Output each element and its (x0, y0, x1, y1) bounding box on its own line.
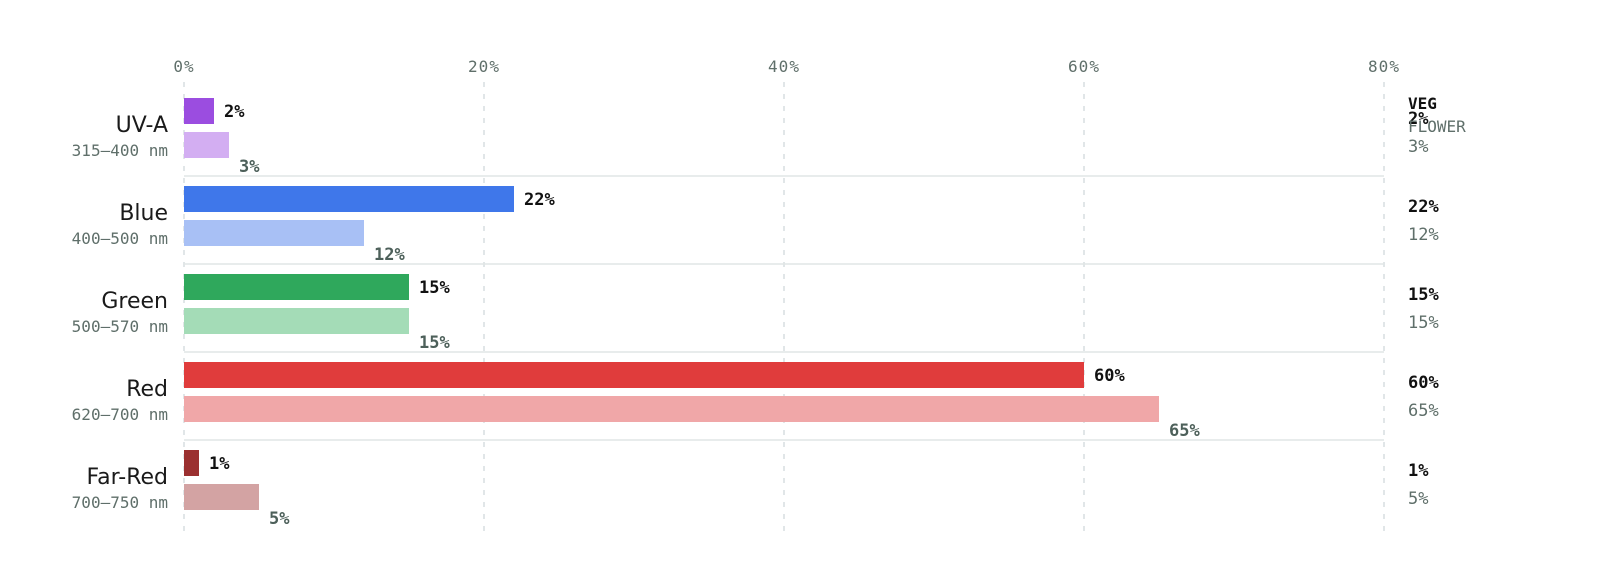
row-blue: Blue 400–500 nm 22% 12% (72, 186, 555, 265)
side-value-veg: 1% (1408, 461, 1429, 481)
bar-flower (184, 220, 364, 246)
side-value-veg: 2% (1408, 109, 1429, 129)
row-green: Green 500–570 nm 15% 15% (72, 274, 450, 353)
bar-flower (184, 308, 409, 334)
wavelength-range: 700–750 nm (72, 493, 168, 512)
x-axis-ticks: 0% 20% 40% 60% 80% (173, 57, 1400, 76)
wavelength-range: 400–500 nm (72, 229, 168, 248)
value-label-flower: 65% (1169, 421, 1200, 441)
x-tick-label: 0% (173, 57, 194, 76)
side-value-flower: 15% (1408, 313, 1439, 333)
wavelength-range: 315–400 nm (72, 141, 168, 160)
bar-veg (184, 98, 214, 124)
x-tick-label: 20% (468, 57, 500, 76)
value-label-veg: 15% (419, 278, 450, 298)
grid-lines (183, 82, 1385, 532)
legend-flower: FLOWER (1408, 117, 1466, 136)
wavelength-range: 500–570 nm (72, 317, 168, 336)
x-tick-label: 60% (1068, 57, 1100, 76)
side-value-veg: 22% (1408, 197, 1439, 217)
value-label-veg: 2% (224, 102, 245, 122)
side-value-column: 2% 3% 22% 12% 15% 15% 60% 65% 1% 5% VEG FLOWER (1408, 94, 1466, 509)
bar-veg (184, 186, 514, 212)
bar-veg (184, 274, 409, 300)
x-tick-label: 80% (1368, 57, 1400, 76)
value-label-flower: 12% (374, 245, 405, 265)
value-label-flower: 3% (239, 157, 260, 177)
row-far-red: Far-Red 700–750 nm 1% 5% (72, 450, 290, 529)
row-red: Red 620–700 nm 60% 65% (72, 362, 1200, 441)
side-value-veg: 60% (1408, 373, 1439, 393)
x-tick-label: 40% (768, 57, 800, 76)
side-value-flower: 12% (1408, 225, 1439, 245)
category-label: Blue (119, 201, 168, 226)
value-label-veg: 1% (209, 454, 230, 474)
legend-veg: VEG (1408, 94, 1437, 113)
category-label: Red (126, 377, 168, 402)
category-rows: UV-A 315–400 nm 2% 3% Blue 400–500 nm 22% 12% Gr… (72, 98, 1200, 529)
bar-veg (184, 362, 1084, 388)
bar-flower (184, 484, 259, 510)
category-label: Green (101, 289, 168, 314)
value-label-flower: 5% (269, 509, 290, 529)
wavelength-range: 620–700 nm (72, 405, 168, 424)
side-value-flower: 65% (1408, 401, 1439, 421)
category-label: Far-Red (87, 465, 169, 490)
bar-flower (184, 132, 229, 158)
bar-flower (184, 396, 1159, 422)
category-label: UV-A (116, 113, 168, 138)
value-label-veg: 22% (524, 190, 555, 210)
value-label-veg: 60% (1094, 366, 1125, 386)
value-label-flower: 15% (419, 333, 450, 353)
bar-veg (184, 450, 199, 476)
side-value-flower: 5% (1408, 489, 1428, 509)
side-value-flower: 3% (1408, 137, 1428, 157)
row-uv-a: UV-A 315–400 nm 2% 3% (72, 98, 260, 177)
side-value-veg: 15% (1408, 285, 1439, 305)
